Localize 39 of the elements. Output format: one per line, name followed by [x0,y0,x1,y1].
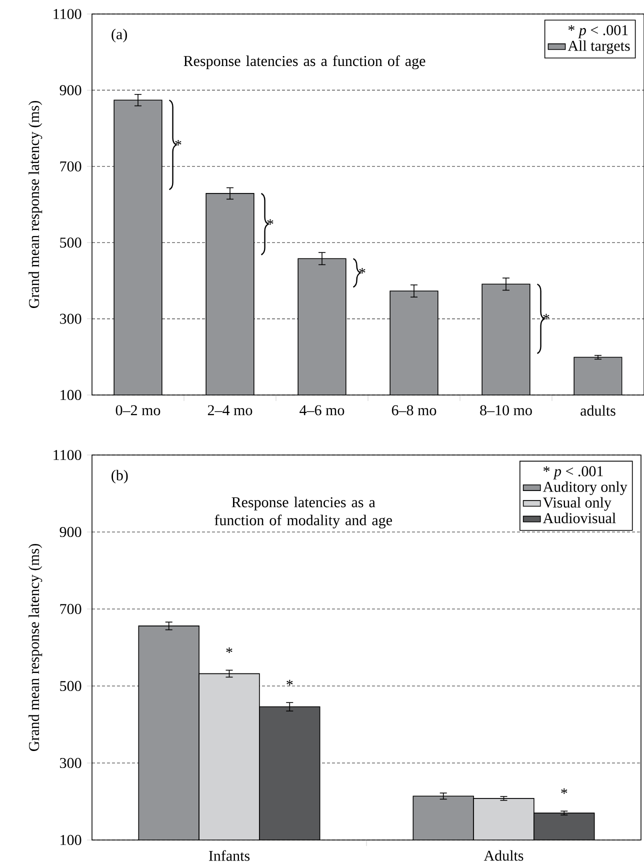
y-tick-label: 300 [60,758,82,768]
annotation: * [359,268,366,274]
annotation: (b) [112,470,128,484]
y-tick-label: 300 [60,314,82,324]
x-tick-label: 0–2 mo [116,405,160,416]
annotation: * [175,140,182,146]
x-tick-label: adults [580,405,616,416]
y-axis-title: Grand mean response latency (ms) [28,544,42,752]
annotation: * [543,314,550,320]
x-tick-label: 2–4 mo [208,405,252,416]
legend-label: All targets [568,40,630,54]
legend-label: Auditory only [542,481,628,496]
y-tick-label: 900 [60,85,82,96]
annotation: *p < .001 [544,466,603,480]
y-tick-label: 700 [60,604,82,614]
annotation: *p < .001 [568,25,628,38]
y-tick-label: 1100 [54,8,82,20]
x-tick-label: 4–6 mo [300,405,344,416]
y-tick-label: 100 [60,390,82,400]
y-tick-label: 1100 [54,450,82,460]
y-tick-label: 700 [60,161,82,172]
y-axis-title: Grand mean response latency (ms) [28,101,42,308]
text: Response latencies as a function of modality and age [214,496,392,528]
annotation: * [286,680,293,686]
y-tick-label: 500 [60,238,82,248]
annotation: * [561,788,568,794]
text: Response latencies as a function of age [184,55,426,70]
x-tick-label: Adults [484,850,524,861]
y-tick-label: 900 [60,526,82,538]
legend-label: Audiovisual [542,512,616,524]
y-tick-label: 500 [60,680,82,692]
x-tick-label: Infants [208,850,250,861]
x-tick-label: 8–10 mo [480,405,532,416]
y-tick-label: 100 [60,834,82,846]
annotation: * [226,647,232,653]
annotation: * [267,219,274,225]
x-tick-label: 6–8 mo [392,405,436,416]
legend-label: Visual only [542,497,612,511]
annotation: (a) [112,28,127,42]
